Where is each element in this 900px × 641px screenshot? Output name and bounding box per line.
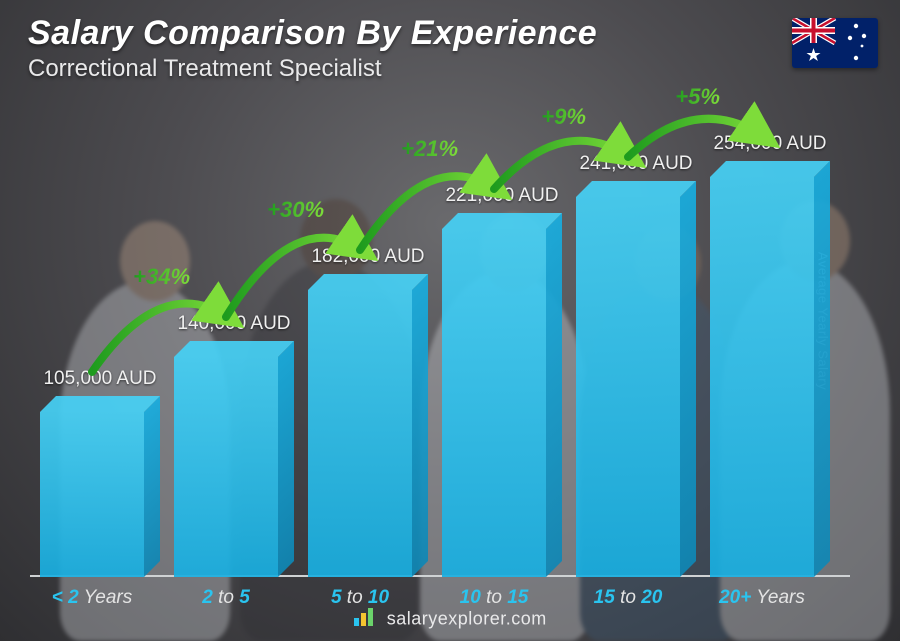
bar-label-1: 2 to 5 bbox=[174, 587, 278, 609]
bar-0: 105,000 AUD< 2 Years bbox=[40, 412, 160, 577]
title-block: Salary Comparison By Experience Correcti… bbox=[28, 14, 597, 83]
site-logo-icon bbox=[353, 608, 375, 631]
bar-2: 182,000 AUD5 to 10 bbox=[308, 290, 428, 577]
bar-5: 254,000 AUD20+ Years bbox=[710, 177, 830, 577]
bar-value-3: 221,000 AUD bbox=[445, 185, 558, 207]
bar-label-0: < 2 Years bbox=[40, 587, 144, 609]
increase-pct-3: +9% bbox=[541, 104, 586, 130]
bar-4: 241,000 AUD15 to 20 bbox=[576, 197, 696, 577]
increase-pct-4: +5% bbox=[675, 84, 720, 110]
increase-pct-2: +21% bbox=[401, 136, 458, 162]
bar-value-1: 140,000 AUD bbox=[177, 313, 290, 335]
increase-pct-1: +30% bbox=[267, 197, 324, 223]
bar-value-4: 241,000 AUD bbox=[579, 153, 692, 175]
bar-value-5: 254,000 AUD bbox=[713, 133, 826, 155]
footer: salaryexplorer.com bbox=[0, 608, 900, 631]
page-subtitle: Correctional Treatment Specialist bbox=[28, 55, 597, 83]
footer-site: salaryexplorer.com bbox=[387, 608, 547, 628]
page-title: Salary Comparison By Experience bbox=[28, 14, 597, 53]
bar-3: 221,000 AUD10 to 15 bbox=[442, 229, 562, 577]
salary-bar-chart: 105,000 AUD< 2 Years140,000 AUD2 to 5182… bbox=[40, 120, 840, 577]
bar-value-2: 182,000 AUD bbox=[311, 246, 424, 268]
bar-label-5: 20+ Years bbox=[710, 587, 814, 609]
flag-australia bbox=[792, 18, 878, 68]
increase-pct-0: +34% bbox=[133, 264, 190, 290]
bar-label-2: 5 to 10 bbox=[308, 587, 412, 609]
stage: Salary Comparison By Experience Correcti… bbox=[0, 0, 900, 641]
bar-label-4: 15 to 20 bbox=[576, 587, 680, 609]
bar-label-3: 10 to 15 bbox=[442, 587, 546, 609]
bar-1: 140,000 AUD2 to 5 bbox=[174, 357, 294, 577]
bar-value-0: 105,000 AUD bbox=[43, 368, 156, 390]
